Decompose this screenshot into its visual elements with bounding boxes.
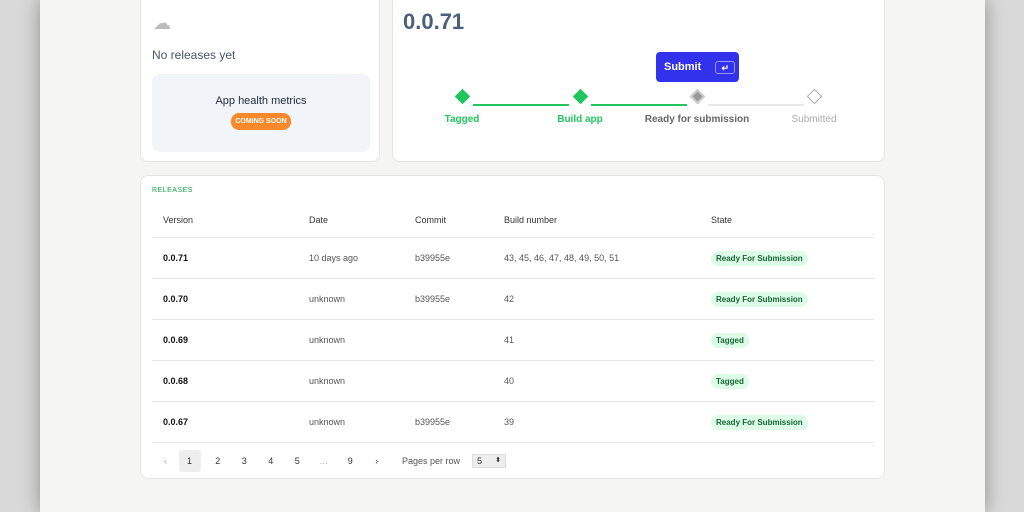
version-cell: 0.0.70 xyxy=(152,278,298,320)
app-health-panel: App health metrics COMING SOON xyxy=(152,74,370,152)
state-cell: Ready For Submission xyxy=(700,278,874,320)
table-row[interactable]: 0.0.69 unknown 41 Tagged xyxy=(152,319,874,361)
table-row[interactable]: 0.0.70 unknown b39955e 42 Ready For Submissi… xyxy=(152,278,874,320)
version-cell: 0.0.71 xyxy=(152,237,298,279)
page-3[interactable]: 3 xyxy=(241,456,247,466)
table-row[interactable]: 0.0.68 unknown 40 Tagged xyxy=(152,360,874,402)
coming-soon-badge: COMING SOON xyxy=(231,113,291,130)
date-cell: 10 days ago xyxy=(298,237,404,279)
state-cell: Tagged xyxy=(700,360,874,402)
date-cell: unknown xyxy=(298,278,404,320)
check-icon xyxy=(454,88,470,105)
progress-line xyxy=(708,104,804,106)
state-cell: Ready For Submission xyxy=(700,401,874,443)
version-cell: 0.0.67 xyxy=(152,401,298,443)
diamond-icon xyxy=(689,88,705,105)
table-row[interactable]: 0.0.71 10 days ago b39955e 43, 45, 46, 47, … xyxy=(152,237,874,279)
step-ready: Ready for submission xyxy=(617,88,777,125)
submit-label: Submit xyxy=(664,61,702,73)
progress-line xyxy=(591,104,687,106)
page-9[interactable]: 9 xyxy=(347,456,353,466)
enter-key-icon: ↵ xyxy=(715,60,736,74)
state-cell: Tagged xyxy=(700,319,874,361)
col-state: State xyxy=(700,204,874,238)
page-2[interactable]: 2 xyxy=(215,456,221,466)
commit-cell: b39955e xyxy=(404,278,493,320)
page-5[interactable]: 5 xyxy=(294,456,300,466)
build-cell: 39 xyxy=(493,401,700,443)
date-cell: unknown xyxy=(298,360,404,402)
version-cell: 0.0.68 xyxy=(152,360,298,402)
app-window: ☁ No releases yet App health metrics COM… xyxy=(40,0,985,512)
page-4[interactable]: 4 xyxy=(268,456,274,466)
releases-card: RELEASES Version Date Commit Build numbe… xyxy=(140,175,885,479)
step-tagged: Tagged xyxy=(382,88,542,125)
col-date: Date xyxy=(298,204,404,238)
build-cell: 40 xyxy=(493,360,700,402)
build-cell: 43, 45, 46, 47, 48, 49, 50, 51 xyxy=(493,237,700,279)
commit-cell xyxy=(404,319,493,361)
submit-button[interactable]: Submit ↵ xyxy=(656,52,739,82)
next-page-icon[interactable]: › xyxy=(375,456,379,466)
state-badge: Ready For Submission xyxy=(711,291,808,307)
release-summary-card: ☁ No releases yet App health metrics COM… xyxy=(140,0,380,162)
check-icon xyxy=(572,88,588,105)
col-commit: Commit xyxy=(404,204,493,238)
version-cell: 0.0.69 xyxy=(152,319,298,361)
table-row[interactable]: 0.0.67 unknown b39955e 39 Ready For Submissi… xyxy=(152,401,874,443)
diamond-outline-icon xyxy=(806,88,822,105)
per-page-label: Pages per row xyxy=(402,456,461,466)
step-submitted: Submitted xyxy=(734,88,894,125)
releases-table: Version Date Commit Build number State 0… xyxy=(152,204,874,443)
per-page-select[interactable]: 5 ⬍ xyxy=(472,454,507,468)
date-cell: unknown xyxy=(298,319,404,361)
col-build: Build number xyxy=(493,204,700,238)
col-version: Version xyxy=(152,204,298,238)
section-title: RELEASES xyxy=(152,187,193,194)
empty-releases-text: No releases yet xyxy=(152,48,236,62)
state-badge: Tagged xyxy=(711,332,749,348)
thought-bubble-icon: ☁ xyxy=(153,13,171,33)
build-cell: 42 xyxy=(493,278,700,320)
state-badge: Tagged xyxy=(711,373,749,389)
progress-line xyxy=(473,104,569,106)
prev-page-icon[interactable]: ‹ xyxy=(163,456,167,466)
pagination: ‹ 1 2 3 4 5 … 9 › Pages per row 5 ⬍ xyxy=(152,450,507,472)
health-title: App health metrics xyxy=(215,95,307,107)
step-build-app: Build app xyxy=(500,88,660,125)
state-cell: Ready For Submission xyxy=(700,237,874,279)
state-badge: Ready For Submission xyxy=(711,414,808,430)
page-1[interactable]: 1 xyxy=(178,450,201,472)
commit-cell: b39955e xyxy=(404,237,493,279)
release-version: 0.0.71 xyxy=(403,9,465,34)
commit-cell xyxy=(404,360,493,402)
page-ellipsis: … xyxy=(319,456,329,466)
commit-cell: b39955e xyxy=(404,401,493,443)
current-release-card: 0.0.71 Submit ↵ Tagged Build app Ready fo… xyxy=(392,0,885,162)
build-cell: 41 xyxy=(493,319,700,361)
date-cell: unknown xyxy=(298,401,404,443)
state-badge: Ready For Submission xyxy=(711,250,808,266)
